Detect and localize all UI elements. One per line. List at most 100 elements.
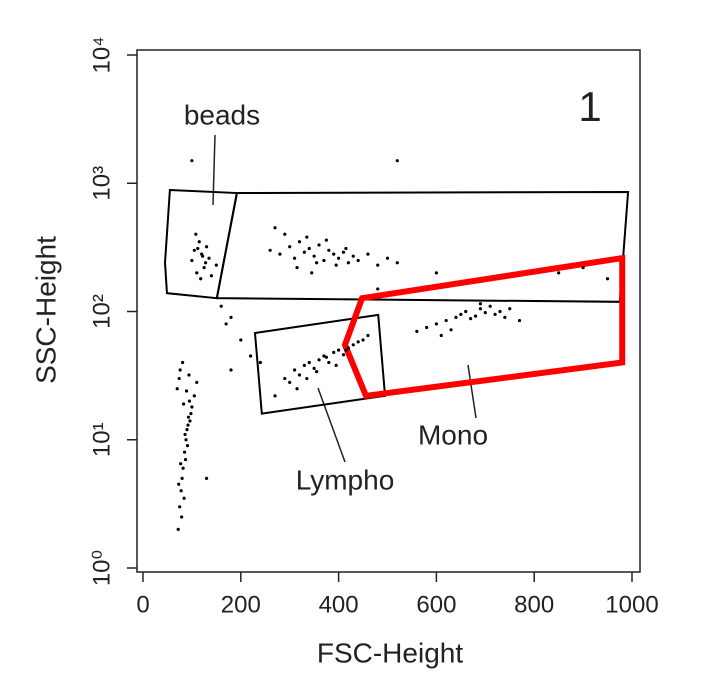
data-point (449, 328, 453, 332)
data-point (332, 252, 336, 256)
x-tick-label: 800 (514, 591, 554, 618)
data-point (341, 250, 346, 254)
leader-line (317, 387, 346, 463)
data-point (202, 265, 206, 270)
data-point (334, 263, 338, 267)
data-point (366, 252, 370, 256)
data-point (186, 423, 190, 427)
data-point (314, 261, 319, 265)
data-point (224, 322, 228, 326)
data-point (181, 360, 185, 365)
data-point (376, 263, 380, 267)
data-point (185, 427, 189, 432)
data-point (503, 315, 507, 319)
data-point (297, 240, 302, 244)
x-tick-label: 400 (319, 591, 359, 618)
data-point (176, 527, 180, 531)
y-tick-label: 10⁴ (88, 36, 115, 73)
data-point (361, 338, 365, 342)
data-point (327, 248, 331, 252)
gate (341, 254, 626, 400)
data-point (199, 277, 203, 281)
data-point (214, 263, 218, 267)
data-point (517, 318, 522, 323)
data-point (346, 346, 350, 350)
data-point (295, 387, 299, 391)
data-point (219, 304, 223, 308)
data-point (415, 329, 419, 333)
data-point (434, 271, 438, 275)
data-point (189, 411, 193, 416)
data-point (327, 360, 331, 365)
data-point (454, 315, 458, 319)
annotation: beads (184, 99, 260, 130)
data-point (605, 277, 610, 281)
data-point (351, 254, 355, 258)
data-point (317, 243, 321, 247)
data-point (192, 394, 196, 398)
y-tick-label: 10⁰ (88, 550, 115, 586)
data-point (395, 261, 399, 265)
data-point (337, 348, 341, 352)
x-tick-label: 600 (416, 591, 456, 618)
data-point (305, 235, 309, 239)
data-point (204, 245, 209, 249)
data-point (434, 322, 438, 326)
data-point (187, 399, 192, 403)
data-point (288, 380, 292, 385)
data-point (464, 309, 468, 314)
data-point (278, 252, 282, 256)
data-point (196, 246, 200, 251)
x-tick-label: 0 (136, 591, 149, 618)
data-point (178, 505, 182, 509)
y-tick-label: 10² (88, 294, 115, 329)
data-point (184, 389, 189, 393)
data-point (180, 515, 184, 519)
data-point (297, 373, 302, 377)
data-point (283, 232, 287, 236)
data-point (239, 338, 243, 342)
data-point (248, 354, 253, 358)
data-point (395, 159, 399, 163)
gate (164, 189, 239, 300)
data-point (182, 496, 186, 500)
y-tick-label: 10³ (88, 166, 115, 201)
annotation: 1 (578, 83, 601, 130)
data-point (508, 307, 512, 311)
data-point (187, 373, 191, 377)
data-point (351, 343, 355, 347)
data-point (334, 363, 338, 367)
data-point (581, 265, 585, 270)
x-tick-label: 200 (221, 591, 261, 618)
annotation: Mono (418, 419, 488, 450)
data-point (307, 360, 311, 365)
data-point (204, 476, 209, 480)
data-point (175, 387, 179, 391)
data-point (302, 250, 306, 254)
data-point (439, 333, 443, 338)
data-point (268, 248, 272, 252)
data-point (194, 232, 198, 236)
data-point (207, 256, 211, 260)
gate (215, 190, 630, 303)
data-point (483, 311, 487, 315)
data-point (341, 353, 346, 357)
data-point (307, 246, 311, 251)
data-point (177, 482, 181, 486)
x-tick-label: 1000 (605, 591, 658, 618)
data-point (322, 258, 326, 263)
data-point (425, 325, 429, 330)
y-tick-label: 10¹ (88, 422, 115, 457)
data-point (473, 314, 478, 318)
data-point (229, 315, 233, 319)
data-point (444, 318, 448, 323)
data-point (312, 366, 316, 371)
data-point (181, 402, 186, 406)
data-point (376, 287, 380, 291)
data-point (478, 307, 483, 311)
data-point (185, 444, 190, 448)
data-point (314, 369, 319, 374)
data-point (498, 309, 502, 314)
data-point (190, 258, 194, 263)
